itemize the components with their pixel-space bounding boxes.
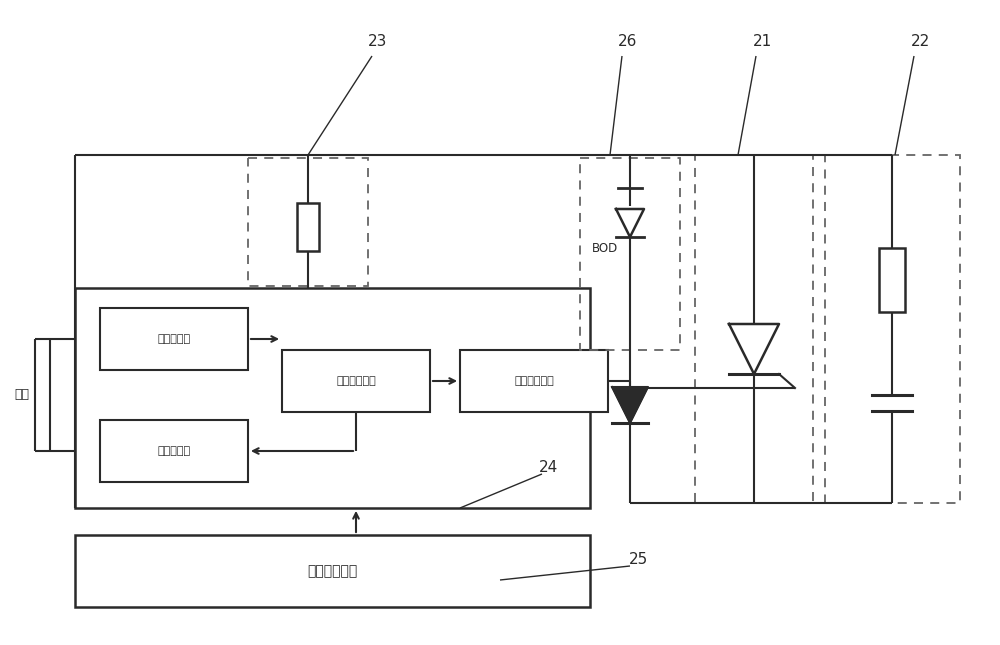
Bar xyxy=(248,158,368,286)
Bar xyxy=(695,155,813,503)
Bar xyxy=(75,535,590,607)
Bar xyxy=(825,155,960,503)
Text: 脉冲放大单元: 脉冲放大单元 xyxy=(514,376,554,386)
Bar xyxy=(100,420,248,482)
Bar xyxy=(879,248,905,312)
Text: 22: 22 xyxy=(910,34,930,50)
Text: 光接收回路: 光接收回路 xyxy=(157,334,191,344)
Text: 光发送回路: 光发送回路 xyxy=(157,446,191,456)
Bar xyxy=(75,288,590,508)
Text: 26: 26 xyxy=(618,34,638,50)
Text: 耦合供电单元: 耦合供电单元 xyxy=(307,564,358,578)
Bar xyxy=(100,308,248,370)
Polygon shape xyxy=(612,387,648,423)
Text: 25: 25 xyxy=(628,553,648,568)
Text: 24: 24 xyxy=(538,461,558,475)
Bar xyxy=(282,350,430,412)
Bar xyxy=(297,203,319,251)
Text: 逻辑处理单元: 逻辑处理单元 xyxy=(336,376,376,386)
Text: 光线: 光线 xyxy=(14,388,30,401)
Text: 21: 21 xyxy=(752,34,772,50)
Bar xyxy=(460,350,608,412)
Text: BOD: BOD xyxy=(592,241,618,255)
Text: 23: 23 xyxy=(368,34,388,50)
Bar xyxy=(580,158,680,350)
